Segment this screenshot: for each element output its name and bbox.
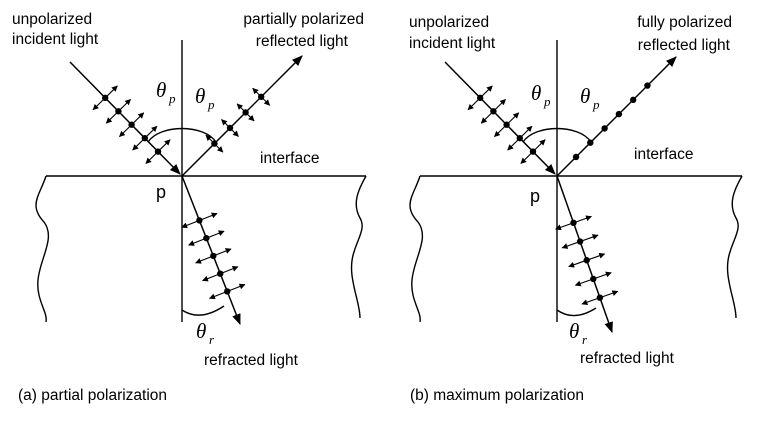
- dot-icon: [503, 121, 510, 128]
- dot-icon: [583, 257, 590, 264]
- svg-text:r: r: [582, 332, 588, 347]
- refracted-label-a: refracted light: [204, 352, 299, 369]
- reflected-label-a-line2: reflected light: [256, 33, 349, 50]
- incident-label-b-line1: unpolarized: [409, 14, 489, 31]
- svg-text:p: p: [207, 97, 215, 112]
- theta-r-b: θ r: [569, 319, 588, 347]
- dot-icon: [570, 219, 577, 226]
- dot-icon: [596, 294, 604, 301]
- dot-icon: [154, 148, 162, 155]
- dot-icon: [196, 217, 203, 224]
- reflected-label-a-line1: partially polarized: [243, 11, 364, 28]
- dot-icon: [217, 270, 224, 277]
- dot-icon: [141, 134, 148, 142]
- svg-text:θ: θ: [569, 319, 579, 343]
- theta-p-right-a: θ p: [195, 84, 215, 112]
- dot-icon: [115, 108, 122, 115]
- medium-left-edge-b: [409, 175, 424, 323]
- dot-icon: [601, 125, 608, 132]
- interface-label-a: interface: [260, 150, 319, 167]
- dot-icon: [572, 153, 580, 161]
- svg-text:θ: θ: [531, 81, 541, 105]
- dot-icon: [576, 238, 584, 245]
- incident-label-a-line1: unpolarized: [12, 11, 92, 28]
- dot-icon: [211, 140, 218, 147]
- dot-icon: [258, 93, 265, 101]
- point-label-b: p: [530, 186, 540, 206]
- theta-r-arc-a: [181, 305, 225, 316]
- theta-p-left-a: θ p: [156, 78, 176, 106]
- refracted-ray-a: [181, 175, 241, 326]
- incident-label-b-line2: incident light: [409, 35, 496, 52]
- incident-ray-b: [444, 61, 556, 175]
- dot-icon: [224, 288, 231, 295]
- theta-r-a: θ r: [196, 319, 215, 347]
- dot-icon: [477, 94, 484, 102]
- point-label-a: p: [156, 182, 166, 202]
- reflected-label-b-line2: reflected light: [638, 37, 731, 54]
- medium-right-edge-b: [726, 175, 743, 319]
- svg-text:r: r: [209, 332, 215, 347]
- panel-b: unpolarized incident light fully polariz…: [409, 14, 743, 404]
- svg-text:p: p: [168, 91, 176, 106]
- dot-icon: [242, 109, 249, 116]
- theta-r-arc-b: [556, 307, 597, 317]
- polarization-marks-b: [467, 82, 651, 306]
- reflected-label-b-line1: fully polarized: [637, 14, 732, 31]
- theta-p-left-b: θ p: [531, 81, 551, 109]
- polarization-marks-a: [92, 85, 271, 300]
- medium-left-edge-a: [35, 175, 50, 323]
- interface-label-b: interface: [634, 146, 693, 163]
- svg-text:θ: θ: [580, 84, 590, 108]
- svg-text:p: p: [592, 97, 600, 112]
- dot-icon: [615, 110, 623, 118]
- svg-text:θ: θ: [156, 78, 166, 102]
- dot-icon: [102, 94, 109, 102]
- dot-icon: [644, 82, 651, 89]
- refracted-label-b: refracted light: [580, 350, 675, 367]
- svg-text:p: p: [543, 94, 551, 109]
- theta-p-right-b: θ p: [580, 84, 600, 112]
- dot-icon: [516, 134, 523, 142]
- svg-text:θ: θ: [195, 84, 205, 108]
- dot-icon: [529, 148, 537, 155]
- caption-b: (b) maximum polarization: [410, 387, 584, 404]
- svg-text:θ: θ: [196, 319, 206, 343]
- caption-a: (a) partial polarization: [18, 387, 167, 404]
- dot-icon: [210, 252, 217, 260]
- dot-icon: [128, 121, 135, 128]
- dot-icon: [590, 275, 597, 283]
- dot-icon: [490, 108, 497, 115]
- dot-icon: [203, 234, 210, 242]
- dot-icon: [226, 124, 234, 132]
- panel-a: unpolarized incident light partially pol…: [12, 11, 367, 404]
- dot-icon: [587, 139, 594, 146]
- medium-right-edge-a: [350, 175, 367, 319]
- incident-label-a-line2: incident light: [12, 31, 99, 48]
- dot-icon: [629, 96, 637, 104]
